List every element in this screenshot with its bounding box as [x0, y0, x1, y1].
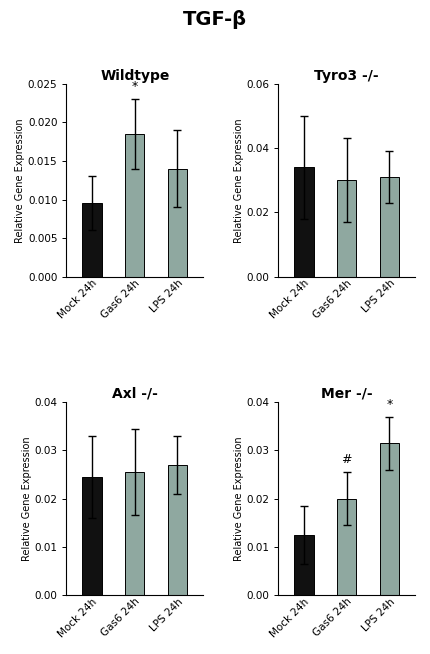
Bar: [294, 167, 313, 277]
Text: *: *: [132, 80, 138, 94]
Bar: [168, 465, 187, 595]
Bar: [337, 181, 356, 277]
Bar: [125, 134, 144, 277]
Text: *: *: [386, 398, 393, 411]
Bar: [380, 177, 399, 277]
Y-axis label: Relative Gene Expression: Relative Gene Expression: [233, 118, 243, 243]
Title: Wildtype: Wildtype: [100, 69, 169, 82]
Text: TGF-β: TGF-β: [183, 10, 247, 29]
Bar: [125, 472, 144, 595]
Bar: [83, 203, 101, 277]
Bar: [168, 169, 187, 277]
Y-axis label: Relative Gene Expression: Relative Gene Expression: [15, 118, 25, 243]
Bar: [83, 477, 101, 595]
Title: Tyro3 -/-: Tyro3 -/-: [314, 69, 379, 82]
Text: #: #: [341, 453, 352, 466]
Y-axis label: Relative Gene Expression: Relative Gene Expression: [22, 436, 32, 561]
Title: Mer -/-: Mer -/-: [321, 387, 372, 401]
Bar: [294, 535, 313, 595]
Title: Axl -/-: Axl -/-: [112, 387, 158, 401]
Y-axis label: Relative Gene Expression: Relative Gene Expression: [233, 436, 243, 561]
Bar: [337, 498, 356, 595]
Bar: [380, 443, 399, 595]
